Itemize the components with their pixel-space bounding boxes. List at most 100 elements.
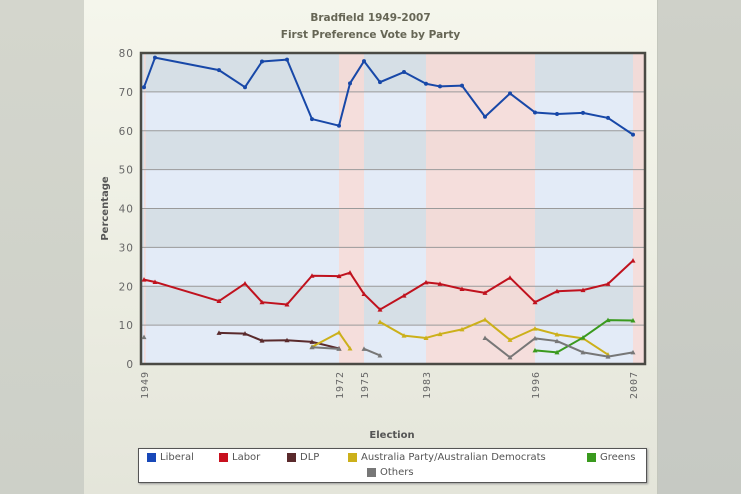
- data-point[interactable]: [361, 346, 367, 351]
- data-point[interactable]: [242, 281, 248, 286]
- chart-legend: Liberal Labor DLP Australia Party/Austra…: [138, 448, 647, 483]
- y-tick-label: 30: [119, 242, 134, 254]
- data-point[interactable]: [437, 281, 443, 286]
- data-point[interactable]: [424, 81, 428, 86]
- y-tick-label: 20: [119, 281, 134, 293]
- data-point[interactable]: [153, 55, 157, 60]
- series-dlp: [216, 330, 342, 351]
- data-point[interactable]: [554, 349, 560, 355]
- data-point[interactable]: [437, 331, 443, 337]
- data-point[interactable]: [141, 277, 147, 282]
- data-point[interactable]: [580, 335, 586, 340]
- data-point[interactable]: [377, 352, 383, 358]
- data-point[interactable]: [507, 337, 513, 342]
- data-point[interactable]: [532, 299, 538, 305]
- data-point[interactable]: [507, 275, 513, 280]
- data-point[interactable]: [605, 281, 611, 286]
- data-point[interactable]: [482, 317, 488, 322]
- data-point[interactable]: [460, 83, 464, 88]
- data-point[interactable]: [216, 330, 222, 335]
- data-point[interactable]: [216, 298, 222, 304]
- data-point[interactable]: [152, 279, 158, 284]
- data-point[interactable]: [348, 81, 352, 86]
- legend-swatch-icon: [287, 453, 296, 462]
- data-point[interactable]: [401, 293, 407, 298]
- data-point[interactable]: [554, 331, 560, 337]
- series-line: [143, 259, 634, 311]
- data-point[interactable]: [243, 85, 247, 90]
- data-point[interactable]: [532, 347, 538, 353]
- data-point[interactable]: [310, 117, 314, 122]
- data-point[interactable]: [423, 335, 429, 340]
- plot-frame: [139, 51, 647, 366]
- data-point[interactable]: [580, 349, 586, 355]
- data-point[interactable]: [141, 334, 147, 340]
- data-point[interactable]: [285, 57, 289, 62]
- series-line: [311, 346, 340, 350]
- data-point[interactable]: [336, 330, 342, 335]
- data-point[interactable]: [581, 110, 585, 115]
- data-point[interactable]: [483, 114, 487, 119]
- data-point[interactable]: [362, 59, 366, 64]
- data-point[interactable]: [507, 354, 513, 360]
- data-point[interactable]: [284, 337, 290, 343]
- data-point[interactable]: [336, 273, 342, 279]
- data-point[interactable]: [361, 291, 367, 297]
- grid-band: [141, 325, 645, 364]
- data-point[interactable]: [402, 70, 406, 75]
- data-point[interactable]: [532, 326, 538, 331]
- data-point[interactable]: [606, 115, 610, 120]
- data-point[interactable]: [347, 270, 353, 275]
- data-point[interactable]: [630, 258, 636, 263]
- data-point[interactable]: [217, 68, 221, 73]
- legend-item-liberal[interactable]: Liberal: [147, 452, 194, 463]
- x-tick-label: 1996: [531, 371, 542, 399]
- data-point[interactable]: [630, 349, 636, 355]
- data-point[interactable]: [142, 85, 146, 90]
- legend-item-greens[interactable]: Greens: [587, 452, 636, 463]
- legend-label: Others: [380, 467, 414, 478]
- legend-item-dlp[interactable]: DLP: [287, 452, 319, 463]
- data-point[interactable]: [401, 333, 407, 338]
- data-point[interactable]: [631, 132, 635, 137]
- data-point[interactable]: [482, 290, 488, 295]
- data-point[interactable]: [555, 112, 559, 117]
- data-point[interactable]: [347, 345, 353, 351]
- data-point[interactable]: [378, 80, 382, 85]
- series-line: [143, 56, 634, 136]
- data-point[interactable]: [309, 339, 315, 344]
- data-point[interactable]: [605, 354, 611, 359]
- data-point[interactable]: [482, 335, 488, 340]
- data-point[interactable]: [337, 123, 341, 128]
- data-point[interactable]: [605, 317, 611, 323]
- legend-item-australian-democrats[interactable]: Australia Party/Australian Democrats: [348, 452, 546, 463]
- data-point[interactable]: [423, 279, 429, 285]
- data-point[interactable]: [309, 273, 315, 278]
- legend-item-labor[interactable]: Labor: [219, 452, 260, 463]
- grid-band: [141, 247, 645, 287]
- data-point[interactable]: [630, 317, 636, 323]
- data-point[interactable]: [284, 302, 290, 307]
- data-point[interactable]: [459, 326, 465, 332]
- x-axis-label: Election: [369, 430, 414, 441]
- series-line: [218, 331, 340, 350]
- data-point[interactable]: [554, 338, 560, 344]
- data-point[interactable]: [242, 331, 248, 336]
- data-point[interactable]: [508, 91, 512, 96]
- data-point[interactable]: [377, 307, 383, 312]
- data-point[interactable]: [260, 59, 264, 64]
- data-point[interactable]: [554, 288, 560, 294]
- data-point[interactable]: [259, 299, 265, 305]
- y-tick-label: 50: [119, 165, 134, 177]
- data-point[interactable]: [532, 335, 538, 341]
- legend-item-others[interactable]: Others: [367, 467, 414, 478]
- data-point[interactable]: [336, 346, 342, 351]
- data-point[interactable]: [377, 319, 383, 325]
- data-point[interactable]: [259, 338, 265, 343]
- data-point[interactable]: [580, 287, 586, 293]
- data-point[interactable]: [309, 344, 315, 350]
- chart-title: Bradfield 1949-2007: [310, 12, 431, 24]
- data-point[interactable]: [438, 84, 442, 89]
- data-point[interactable]: [459, 286, 465, 291]
- data-point[interactable]: [533, 110, 537, 115]
